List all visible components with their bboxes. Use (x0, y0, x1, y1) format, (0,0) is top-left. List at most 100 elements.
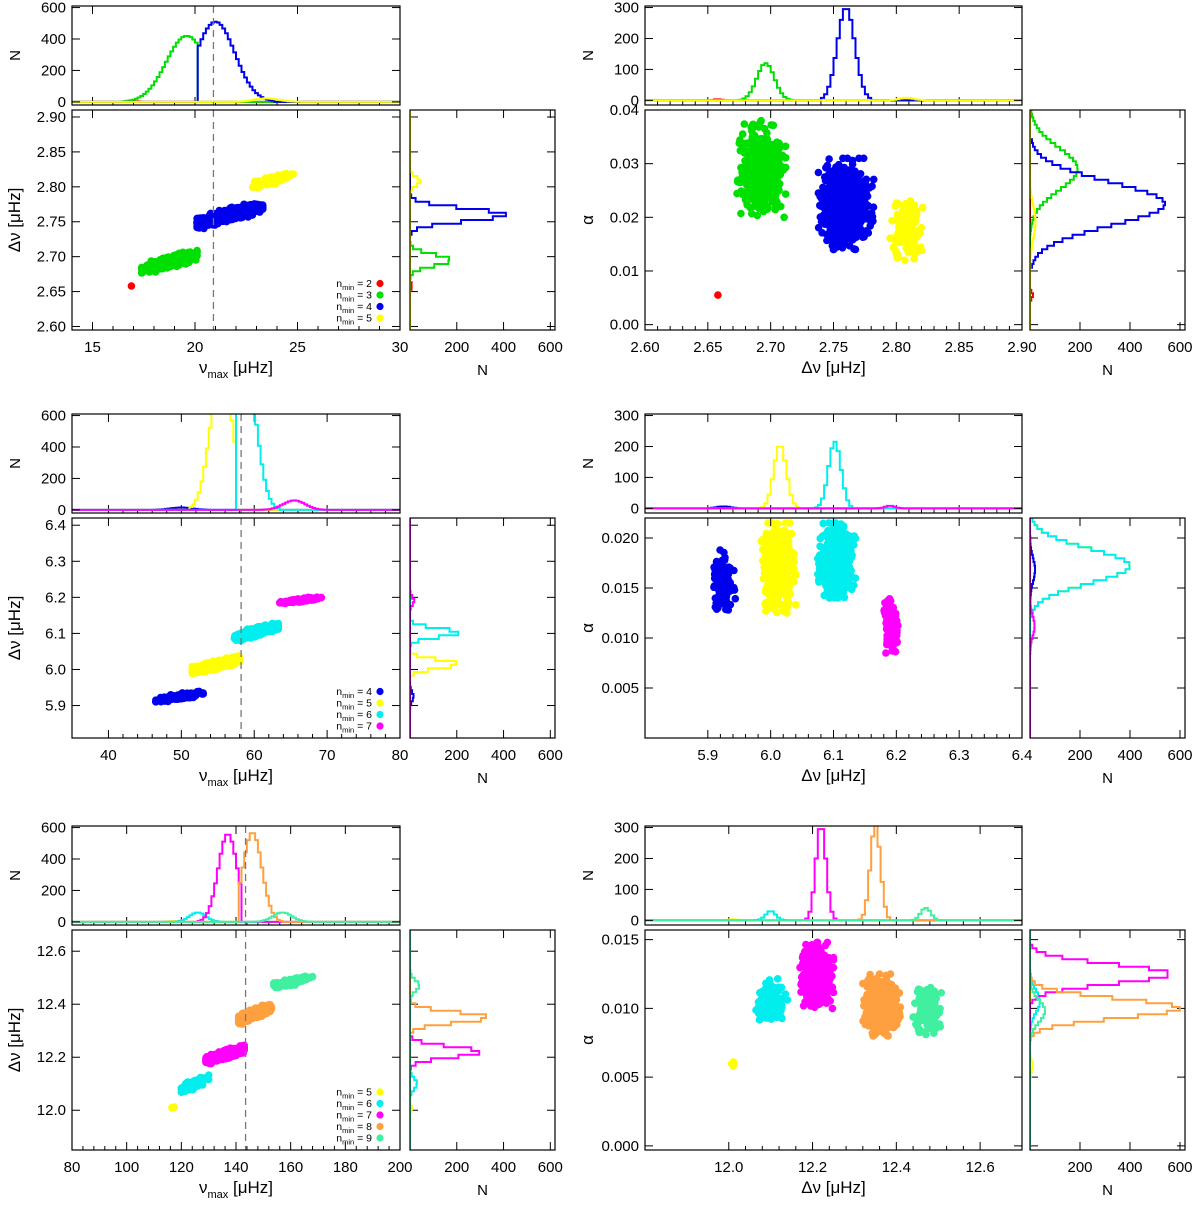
panel-2-right-frame (1029, 109, 1186, 331)
data-point (308, 595, 317, 603)
panel-3-x-axis-label: νmax [μHz] (199, 766, 273, 789)
data-point (166, 257, 175, 266)
right-x-tick-label: 200 (444, 747, 469, 764)
data-point (258, 203, 267, 211)
y-tick-label: 0.00 (610, 317, 639, 334)
data-point (198, 690, 206, 698)
data-point (825, 214, 834, 223)
data-point (853, 171, 862, 180)
data-point (751, 144, 759, 153)
histogram-series (410, 110, 422, 330)
legend-label: nmin = 2 (336, 278, 372, 292)
data-point (821, 220, 829, 228)
data-point (888, 216, 896, 225)
data-point (301, 596, 309, 604)
panel-3-right-x-label: N (477, 770, 488, 787)
data-point (287, 170, 296, 178)
data-point (777, 202, 785, 211)
data-point (716, 546, 724, 554)
data-point (780, 213, 788, 222)
data-point (848, 224, 856, 232)
data-point (912, 226, 920, 235)
data-point (771, 205, 780, 214)
data-point (773, 520, 782, 528)
data-point (157, 696, 166, 705)
legend-label: nmin = 4 (336, 686, 372, 700)
legend-label: nmin = 6 (336, 709, 372, 723)
data-point (792, 601, 800, 609)
legend-marker (376, 279, 384, 288)
legend-label: nmin = 5 (336, 313, 372, 327)
top-y-tick-label: 400 (41, 31, 66, 48)
histogram-series (72, 97, 400, 103)
data-point (822, 163, 830, 172)
data-point (731, 594, 740, 603)
data-point (833, 234, 842, 242)
histogram-series (1030, 110, 1037, 330)
data-point (753, 211, 762, 220)
panel-3-top-frame (71, 413, 401, 514)
right-x-tick-label: 200 (444, 339, 469, 356)
panel-3-frame (71, 517, 401, 739)
data-point (137, 269, 146, 277)
legend-label: nmin = 7 (336, 721, 372, 735)
data-point (757, 189, 766, 198)
y-tick-label: 2.90 (37, 109, 66, 126)
data-point (279, 170, 288, 179)
data-point (849, 235, 857, 243)
data-point (738, 169, 746, 177)
panel-1-top-y-label: N (7, 50, 24, 61)
data-point (252, 627, 260, 636)
data-point (740, 120, 749, 128)
data-point (863, 192, 872, 200)
data-point (763, 129, 771, 137)
panel-3-top-y-label: N (7, 458, 24, 469)
data-point (749, 195, 757, 204)
data-point (764, 156, 773, 165)
data-point (841, 171, 850, 179)
panel-2-right-histogram (1030, 110, 1166, 330)
data-point (781, 154, 790, 162)
data-point (830, 174, 839, 182)
data-point (740, 188, 748, 197)
y-tick-label: 2.75 (37, 214, 66, 231)
panel-1-points (127, 169, 298, 290)
x-tick-label: 15 (84, 339, 101, 356)
data-point (768, 190, 776, 199)
histogram-series (72, 499, 400, 511)
panel-2-points (714, 116, 927, 299)
histogram-series (410, 110, 507, 330)
legend-label: nmin = 5 (336, 698, 372, 712)
panel-1-right-x-label: N (477, 362, 488, 379)
panel-3-top-histogram (72, 414, 400, 511)
x-tick-label: 2.65 (693, 339, 722, 356)
data-point (839, 154, 847, 163)
top-y-tick-label: 100 (614, 61, 639, 78)
data-point (763, 203, 772, 211)
y-tick-label: 0.02 (610, 209, 639, 226)
y-tick-label: 6.0 (45, 661, 66, 678)
data-point (781, 190, 790, 198)
histogram-series (1030, 110, 1166, 330)
data-point (734, 176, 742, 184)
data-point (891, 246, 899, 255)
data-point (770, 160, 779, 168)
data-point (868, 213, 877, 221)
panel-2-top-y-label: N (580, 50, 597, 61)
legend-marker (376, 687, 384, 696)
legend-label: nmin = 3 (336, 290, 372, 304)
data-point (737, 209, 745, 218)
data-point (861, 201, 869, 209)
right-x-tick-label: 600 (1167, 339, 1192, 356)
top-y-tick-label: 400 (41, 439, 66, 456)
data-point (834, 167, 843, 175)
x-tick-label: 70 (319, 747, 336, 764)
x-tick-label: 25 (289, 339, 306, 356)
data-point (827, 167, 835, 176)
data-point (711, 570, 719, 579)
data-point (730, 583, 738, 592)
data-point (766, 561, 775, 569)
histogram-series (72, 20, 400, 103)
data-point (893, 253, 901, 262)
top-y-tick-label: 600 (41, 408, 66, 425)
